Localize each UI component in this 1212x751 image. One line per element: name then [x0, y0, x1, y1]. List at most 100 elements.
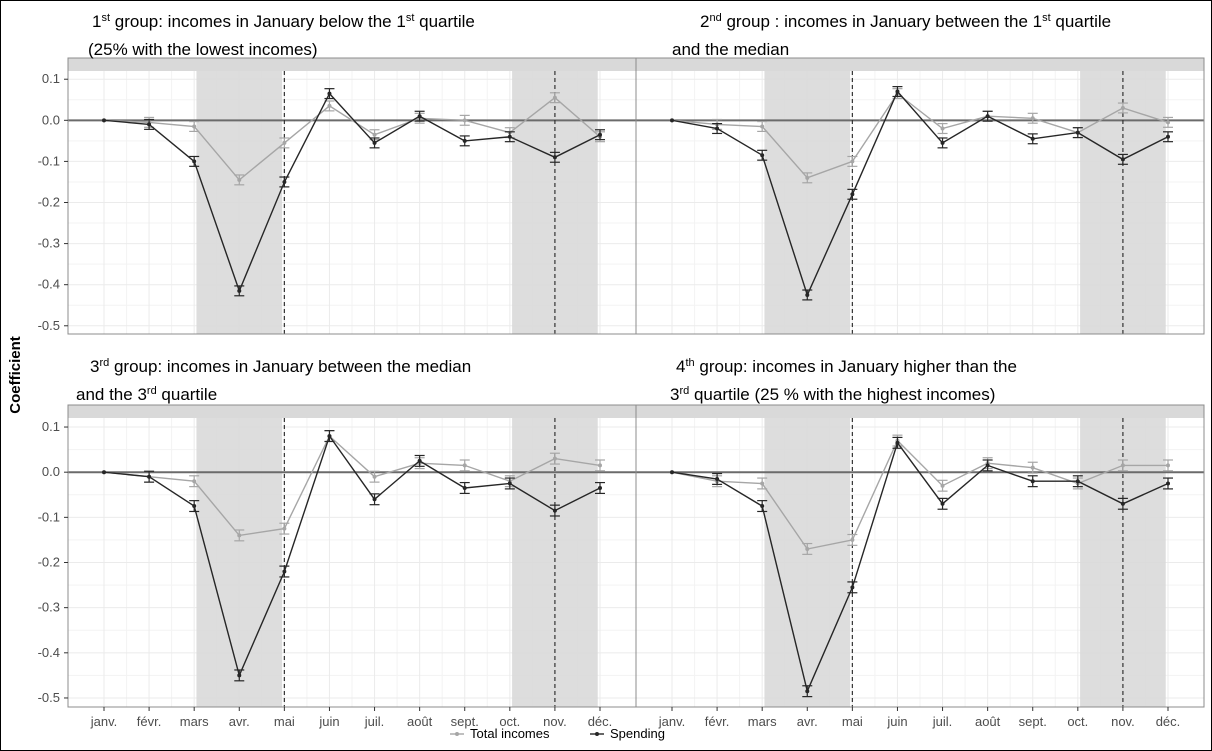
title-superscript: nd [709, 12, 721, 24]
series-line-spending [671, 441, 1169, 694]
point-total-incomes [760, 124, 765, 129]
point-spending [715, 476, 720, 481]
x-tick-label: févr. [705, 714, 730, 729]
x-tick-label: janv. [90, 714, 118, 729]
point-total-incomes [372, 132, 377, 137]
point-spending [670, 118, 674, 123]
point-total-incomes [1166, 120, 1170, 125]
x-tick-label: mai [842, 714, 863, 729]
point-total-incomes [372, 474, 377, 479]
point-spending [102, 470, 106, 475]
point-spending [102, 118, 106, 123]
series-line-total-incomes [671, 439, 1168, 550]
panel-strip [636, 405, 1204, 418]
point-spending [1120, 501, 1125, 506]
point-total-incomes [940, 483, 945, 488]
title-superscript: st [101, 12, 110, 24]
point-spending [462, 138, 467, 143]
point-total-incomes [1030, 116, 1035, 121]
point-spending [760, 504, 765, 509]
panel-title-line: 4th group: incomes in January higher tha… [676, 357, 1017, 376]
point-spending [462, 485, 467, 490]
point-spending [805, 292, 810, 297]
point-spending [598, 132, 602, 137]
point-spending [715, 126, 720, 131]
panel-border [635, 404, 1205, 708]
series-line-spending [103, 434, 601, 678]
panel-title-line: and the 3rd quartile [76, 385, 217, 404]
x-tick-label: oct. [499, 714, 520, 729]
point-spending [598, 485, 602, 490]
title-text: (25% with the lowest incomes) [88, 40, 318, 59]
title-superscript: rd [147, 385, 157, 397]
shaded-period [764, 418, 851, 707]
title-superscript: st [1042, 12, 1051, 24]
point-total-incomes [192, 124, 197, 129]
y-tick-label: 0.0 [42, 112, 60, 127]
title-superscript: rd [679, 385, 689, 397]
title-superscript: st [406, 12, 415, 24]
panel-title-line: (25% with the lowest incomes) [88, 40, 318, 59]
point-spending [237, 673, 242, 678]
point-spending [895, 89, 900, 94]
legend-swatch-point [595, 732, 599, 736]
point-total-incomes [282, 140, 287, 145]
point-total-incomes [940, 126, 945, 131]
x-tick-label: déc. [1156, 714, 1181, 729]
x-tick-label: mars [180, 714, 209, 729]
panel-title-line: 1st group: incomes in January below the … [92, 12, 475, 31]
point-spending [895, 440, 900, 445]
series-line-total-incomes [671, 92, 1169, 179]
point-spending [1075, 130, 1080, 135]
title-text: group: incomes in January higher than th… [695, 357, 1017, 376]
y-tick-label: -0.4 [38, 645, 60, 660]
title-text: and the 3 [76, 385, 147, 404]
point-spending [372, 140, 377, 145]
title-text: 1 [92, 12, 101, 31]
point-spending [760, 153, 765, 158]
y-tick-label: -0.1 [38, 509, 60, 524]
point-total-incomes [192, 479, 197, 484]
point-spending [147, 122, 152, 127]
point-total-incomes [462, 118, 467, 123]
title-text: group: incomes in January between the me… [109, 357, 471, 376]
series-line-spending [103, 92, 601, 293]
point-total-incomes [282, 526, 287, 531]
x-tick-label: avr. [229, 714, 250, 729]
title-text: quartile [414, 12, 474, 31]
title-superscript: rd [99, 357, 109, 369]
point-spending [1030, 479, 1035, 484]
point-spending [670, 470, 674, 475]
point-total-incomes [1120, 463, 1125, 468]
point-spending [327, 434, 332, 439]
title-text: quartile [1051, 12, 1111, 31]
x-tick-label: oct. [1067, 714, 1088, 729]
panel-border [635, 57, 1205, 335]
point-total-incomes [1166, 463, 1170, 468]
legend-label: Total incomes [470, 726, 550, 741]
y-tick-label: -0.1 [38, 153, 60, 168]
point-spending [507, 134, 512, 139]
shaded-period [196, 418, 283, 707]
y-tick-label: 0.1 [42, 419, 60, 434]
title-text: group: incomes in January below the 1 [110, 12, 406, 31]
point-spending [1075, 479, 1080, 484]
point-spending [1120, 157, 1125, 162]
point-spending [192, 159, 197, 164]
x-tick-label: févr. [137, 714, 162, 729]
series-line-total-incomes [103, 96, 601, 181]
title-superscript: th [685, 357, 694, 369]
legend-swatch-point [455, 732, 459, 736]
x-tick-label: août [407, 714, 433, 729]
point-total-incomes [805, 175, 810, 180]
point-spending [192, 504, 197, 509]
x-tick-label: janv. [658, 714, 686, 729]
x-tick-label: nov. [543, 714, 567, 729]
point-spending [237, 288, 242, 293]
y-tick-label: -0.5 [38, 318, 60, 333]
y-tick-label: -0.3 [38, 600, 60, 615]
point-total-incomes [237, 533, 242, 538]
point-spending [1166, 134, 1170, 139]
point-spending [805, 689, 810, 694]
